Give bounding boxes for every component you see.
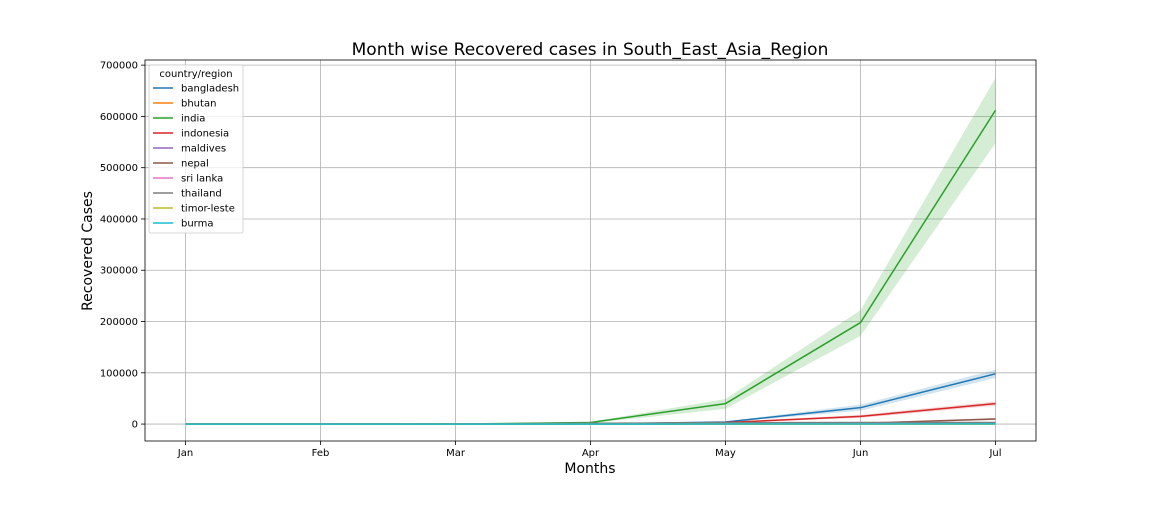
y-tick-label: 600000 xyxy=(100,112,138,123)
legend-label-bhutan: bhutan xyxy=(181,99,216,110)
chart-title: Month wise Recovered cases in South_East… xyxy=(352,40,829,60)
legend-label-timor-leste: timor-leste xyxy=(181,204,235,215)
x-tick-label: Jul xyxy=(988,448,1001,459)
legend-label-indonesia: indonesia xyxy=(181,129,229,140)
y-tick-label: 300000 xyxy=(100,266,138,277)
y-tick-label: 700000 xyxy=(100,61,138,72)
y-tick-label: 200000 xyxy=(100,317,138,328)
y-tick-label: 100000 xyxy=(100,368,138,379)
legend-label-bangladesh: bangladesh xyxy=(181,84,239,95)
x-tick-label: May xyxy=(715,448,736,459)
y-axis-title: Recovered Cases xyxy=(80,191,96,311)
legend-label-thailand: thailand xyxy=(181,189,222,200)
y-tick-label: 500000 xyxy=(100,163,138,174)
x-tick-label: Jun xyxy=(852,448,869,459)
legend-label-maldives: maldives xyxy=(181,144,226,155)
legend-label-sri-lanka: sri lanka xyxy=(181,174,223,185)
legend-label-india: india xyxy=(181,114,205,125)
x-tick-label: Jan xyxy=(177,448,193,459)
x-tick-label: Apr xyxy=(582,448,600,459)
y-tick-label: 400000 xyxy=(100,214,138,225)
x-axis-title: Months xyxy=(564,461,615,477)
legend-label-burma: burma xyxy=(181,219,214,230)
legend-title: country/region xyxy=(159,69,232,80)
legend-label-nepal: nepal xyxy=(181,159,209,170)
legend: country/region bangladesh bhutan india indo… xyxy=(149,65,243,233)
x-tick-label: Mar xyxy=(446,448,466,459)
y-tick-label: 0 xyxy=(132,420,138,431)
x-tick-label: Feb xyxy=(312,448,330,459)
